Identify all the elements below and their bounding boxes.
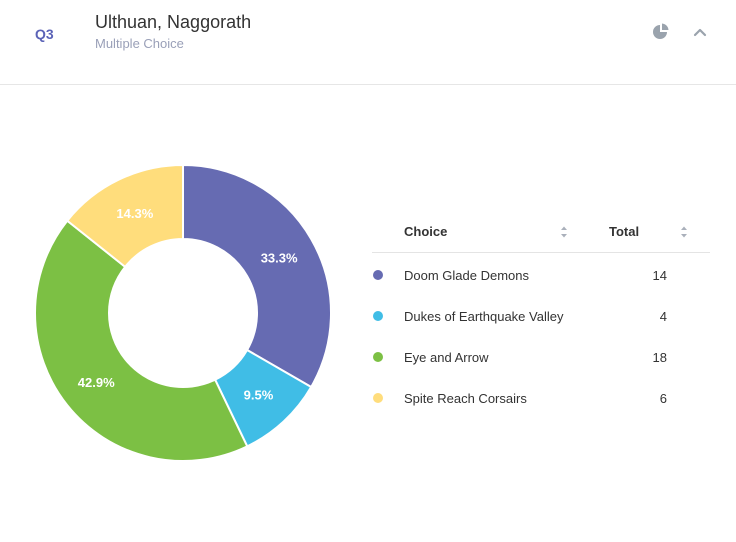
chevron-up-icon-graphic (693, 28, 707, 37)
choice-total: 4 (659, 309, 667, 324)
choice-label: Spite Reach Corsairs (404, 391, 527, 406)
table-row: Doom Glade Demons 14 (372, 253, 710, 294)
chevron-up-icon[interactable] (690, 22, 710, 42)
table-row: Dukes of Earthquake Valley 4 (372, 294, 710, 335)
sort-icon[interactable] (680, 225, 688, 239)
slice-percent-label: 14.3% (116, 206, 153, 221)
question-number: Q3 (35, 26, 54, 42)
table-header: Choice Total (372, 218, 710, 253)
table-row: Spite Reach Corsairs 6 (372, 376, 710, 417)
total-column-header[interactable]: Total (609, 224, 640, 239)
slice-percent-label: 9.5% (244, 387, 274, 402)
donut-chart: 33.3% 9.5% 42.9% 14.3% (34, 163, 332, 462)
slice-percent-label: 42.9% (78, 375, 115, 390)
donut-slice[interactable] (65, 163, 184, 269)
table-row: Eye and Arrow 18 (372, 335, 710, 376)
legend-color-dot (373, 270, 383, 280)
choice-label: Eye and Arrow (404, 350, 489, 365)
choice-table: Choice Total Doom Glade Demons 14 Dukes of… (372, 218, 710, 417)
question-title: Ulthuan, Naggorath (95, 12, 252, 32)
question-type: Multiple Choice (95, 36, 184, 51)
choice-total: 18 (652, 350, 667, 365)
table-body: Doom Glade Demons 14 Dukes of Earthquake V… (372, 253, 710, 417)
choice-column-header[interactable]: Choice (404, 224, 448, 239)
donut-slice[interactable] (34, 219, 249, 462)
choice-label: Dukes of Earthquake Valley (404, 309, 564, 324)
pie-chart-icon-graphic (653, 23, 669, 39)
choice-total: 14 (652, 268, 667, 283)
legend-color-dot (373, 311, 383, 321)
sort-icon[interactable] (560, 225, 568, 239)
choice-total: 6 (659, 391, 667, 406)
choice-label: Doom Glade Demons (404, 268, 529, 283)
legend-color-dot (373, 393, 383, 403)
donut-slice[interactable] (182, 163, 332, 389)
question-header: Q3 Ulthuan, Naggorath Multiple Choice (0, 0, 736, 85)
slice-percent-label: 33.3% (261, 251, 298, 266)
pie-chart-icon[interactable] (651, 22, 671, 42)
legend-color-dot (373, 352, 383, 362)
